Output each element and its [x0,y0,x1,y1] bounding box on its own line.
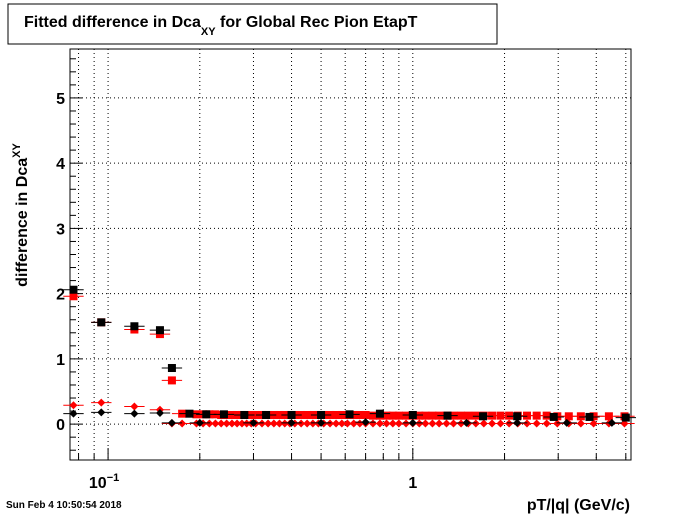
data-point-diamond [130,409,139,418]
data-point-square [287,410,296,419]
chart-title: Fitted difference in DcaXY for Global Re… [24,14,418,38]
data-point-square [130,322,139,331]
data-point-diamond [553,419,562,428]
data-point-diamond [576,419,585,428]
data-point-square [317,410,326,419]
data-point-square [69,292,78,301]
data-point-diamond [69,409,78,418]
data-point-diamond [607,418,616,427]
data-point-square [589,412,598,421]
data-point-diamond [562,418,571,427]
data-point-diamond [542,419,551,428]
y-axis-label: difference in DcaXY [11,143,31,287]
data-point-square [97,318,106,327]
y-tick-label: 1 [56,352,65,369]
x-tick-label: 10−1 [89,472,119,492]
marks-layer [63,285,636,428]
data-point-square [155,326,164,335]
data-point-square [167,364,176,373]
data-point-diamond [361,418,370,427]
y-tick-label: 3 [56,221,65,238]
title-box [7,3,498,45]
data-point-diamond [513,418,522,427]
data-point-square [604,412,613,421]
data-point-square [621,413,630,422]
data-point-square [167,376,176,385]
data-point-diamond [462,418,471,427]
y-tick-label: 0 [56,417,65,434]
axes-layer: 0 1 2 3 4 5 10−1 1 [56,48,632,492]
data-point-diamond [178,419,187,428]
data-point-square [479,412,488,421]
data-point-square [69,285,78,294]
data-point-square [185,409,194,418]
data-point-square [219,410,228,419]
data-point-square [408,410,417,419]
data-point-diamond [97,408,106,417]
data-point-square [549,412,558,421]
x-tick-label: 1 [408,475,417,492]
data-point-square [361,410,370,419]
x-axis-label: pT/|q| (GeV/c) [527,497,630,514]
data-point-square [345,410,354,419]
data-point-diamond [195,418,204,427]
data-point-square [443,411,452,420]
data-point-square [240,410,249,419]
data-point-diamond [130,402,139,411]
y-tick-label: 4 [56,156,65,173]
y-tick-label: 5 [56,91,65,108]
data-point-square [202,410,211,419]
data-point-square [576,412,585,421]
y-tick-label: 2 [56,287,65,304]
data-point-diamond [155,409,164,418]
data-point-diamond [287,418,296,427]
data-point-diamond [167,418,176,427]
data-point-diamond [249,418,258,427]
data-point-diamond [408,418,417,427]
data-point-square [375,409,384,418]
data-point-diamond [97,398,106,407]
data-point-square [585,412,594,421]
data-point-square [513,412,522,421]
data-point-square [542,411,551,420]
data-point-diamond [69,401,78,410]
data-point-square [564,412,573,421]
data-point-diamond [317,418,326,427]
data-point-square [262,410,271,419]
timestamp: Sun Feb 4 10:50:54 2018 [6,500,122,511]
data-point-diamond [589,419,598,428]
